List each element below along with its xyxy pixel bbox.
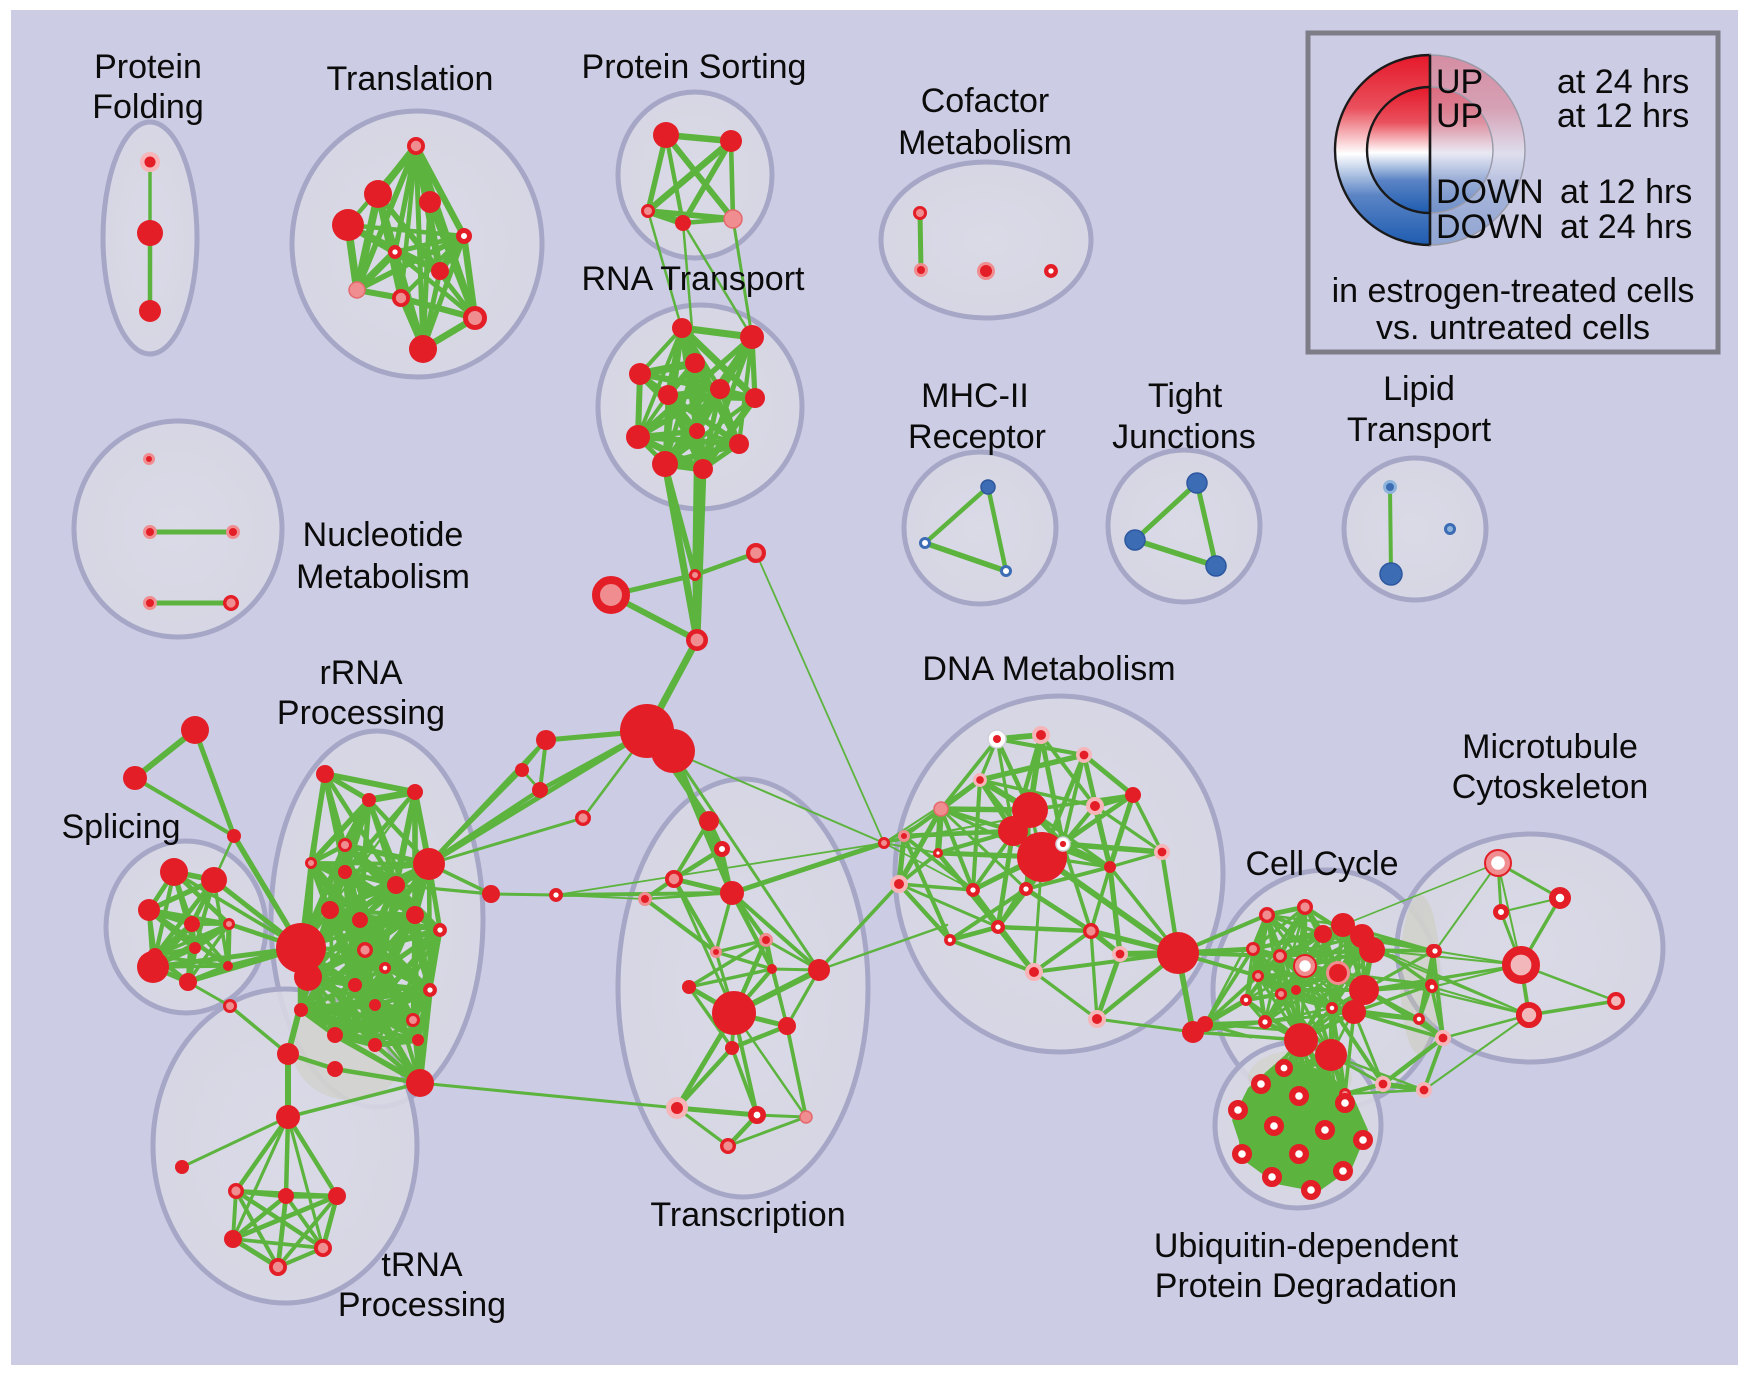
svg-text:DOWN: DOWN: [1436, 173, 1544, 211]
svg-text:Cofactor: Cofactor: [921, 82, 1050, 120]
svg-text:RNA Transport: RNA Transport: [582, 260, 806, 298]
svg-text:UP: UP: [1436, 97, 1483, 135]
svg-text:Cell Cycle: Cell Cycle: [1245, 845, 1398, 883]
svg-text:Folding: Folding: [92, 88, 204, 126]
svg-text:Ubiquitin-dependent: Ubiquitin-dependent: [1154, 1227, 1459, 1265]
svg-text:at 24 hrs: at 24 hrs: [1560, 208, 1692, 246]
svg-text:at 12 hrs: at 12 hrs: [1557, 97, 1689, 135]
svg-text:Processing: Processing: [277, 694, 445, 732]
svg-text:in estrogen-treated cells: in estrogen-treated cells: [1332, 272, 1695, 310]
svg-text:DNA Metabolism: DNA Metabolism: [922, 650, 1175, 688]
svg-text:Protein: Protein: [94, 48, 202, 86]
svg-text:vs. untreated cells: vs. untreated cells: [1376, 309, 1650, 347]
svg-text:rRNA: rRNA: [319, 654, 402, 692]
svg-text:Nucleotide: Nucleotide: [303, 516, 464, 554]
svg-text:Cytoskeleton: Cytoskeleton: [1452, 768, 1649, 806]
svg-text:Protein Degradation: Protein Degradation: [1155, 1267, 1457, 1305]
svg-text:tRNA: tRNA: [381, 1246, 463, 1284]
svg-text:Lipid: Lipid: [1383, 370, 1455, 408]
svg-text:at 24 hrs: at 24 hrs: [1557, 63, 1689, 101]
svg-text:at 12 hrs: at 12 hrs: [1560, 173, 1692, 211]
svg-text:Transport: Transport: [1347, 411, 1492, 449]
svg-text:Protein Sorting: Protein Sorting: [582, 48, 807, 86]
svg-text:Junctions: Junctions: [1112, 418, 1256, 456]
svg-text:UP: UP: [1436, 63, 1483, 101]
svg-text:Metabolism: Metabolism: [296, 558, 470, 596]
svg-text:Metabolism: Metabolism: [898, 124, 1072, 162]
svg-text:Processing: Processing: [338, 1286, 506, 1324]
svg-text:Transcription: Transcription: [650, 1196, 845, 1234]
svg-text:Splicing: Splicing: [61, 808, 180, 846]
svg-text:MHC-II: MHC-II: [921, 377, 1029, 415]
svg-text:DOWN: DOWN: [1436, 208, 1544, 246]
svg-text:Tight: Tight: [1148, 377, 1223, 415]
svg-text:Receptor: Receptor: [908, 418, 1046, 456]
svg-text:Microtubule: Microtubule: [1462, 728, 1638, 766]
svg-text:Translation: Translation: [327, 60, 494, 98]
